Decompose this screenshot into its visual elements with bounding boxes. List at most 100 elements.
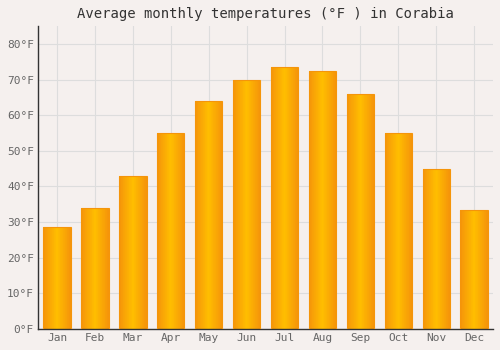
Bar [283,67,284,329]
Bar [478,210,479,329]
Bar [346,94,374,329]
Bar [393,133,394,329]
Bar [46,228,47,329]
Bar [330,71,332,329]
Bar [246,80,248,329]
Bar [238,80,239,329]
Bar [252,80,253,329]
Bar [286,67,288,329]
Bar [472,210,474,329]
Bar [237,80,238,329]
Bar [173,133,174,329]
Bar [273,67,274,329]
Bar [470,210,472,329]
Bar [460,210,487,329]
Bar [254,80,255,329]
Bar [171,133,172,329]
Bar [258,80,259,329]
Bar [466,210,468,329]
Bar [395,133,396,329]
Bar [250,80,251,329]
Bar [106,208,108,329]
Bar [84,208,86,329]
Bar [290,67,292,329]
Bar [177,133,178,329]
Bar [162,133,164,329]
Bar [396,133,397,329]
Bar [292,67,294,329]
Bar [217,101,218,329]
Bar [157,133,158,329]
Bar [346,94,348,329]
Bar [444,169,445,329]
Bar [61,228,62,329]
Bar [370,94,372,329]
Bar [324,71,325,329]
Bar [174,133,175,329]
Bar [422,169,450,329]
Bar [446,169,447,329]
Bar [275,67,276,329]
Bar [403,133,404,329]
Bar [130,176,131,329]
Bar [250,80,252,329]
Bar [468,210,469,329]
Bar [89,208,90,329]
Bar [326,71,328,329]
Bar [322,71,323,329]
Bar [319,71,320,329]
Bar [95,208,96,329]
Bar [352,94,353,329]
Bar [407,133,408,329]
Bar [197,101,198,329]
Bar [408,133,409,329]
Bar [233,80,260,329]
Bar [62,228,63,329]
Bar [311,71,312,329]
Bar [279,67,280,329]
Bar [292,67,293,329]
Bar [359,94,360,329]
Bar [128,176,129,329]
Bar [321,71,322,329]
Bar [272,67,273,329]
Bar [97,208,98,329]
Bar [66,228,68,329]
Bar [317,71,318,329]
Bar [356,94,357,329]
Bar [161,133,162,329]
Bar [56,228,57,329]
Bar [234,80,235,329]
Bar [474,210,475,329]
Bar [294,67,295,329]
Bar [137,176,138,329]
Bar [437,169,438,329]
Bar [48,228,49,329]
Bar [138,176,139,329]
Bar [206,101,208,329]
Bar [400,133,401,329]
Bar [84,208,85,329]
Bar [426,169,428,329]
Bar [367,94,368,329]
Bar [334,71,336,329]
Bar [243,80,244,329]
Bar [211,101,212,329]
Bar [355,94,356,329]
Bar [309,71,310,329]
Bar [210,101,211,329]
Bar [332,71,334,329]
Bar [99,208,100,329]
Bar [277,67,278,329]
Bar [280,67,281,329]
Bar [101,208,102,329]
Bar [410,133,412,329]
Bar [397,133,398,329]
Bar [255,80,256,329]
Bar [428,169,430,329]
Bar [297,67,298,329]
Bar [104,208,106,329]
Bar [53,228,54,329]
Bar [313,71,314,329]
Bar [198,101,199,329]
